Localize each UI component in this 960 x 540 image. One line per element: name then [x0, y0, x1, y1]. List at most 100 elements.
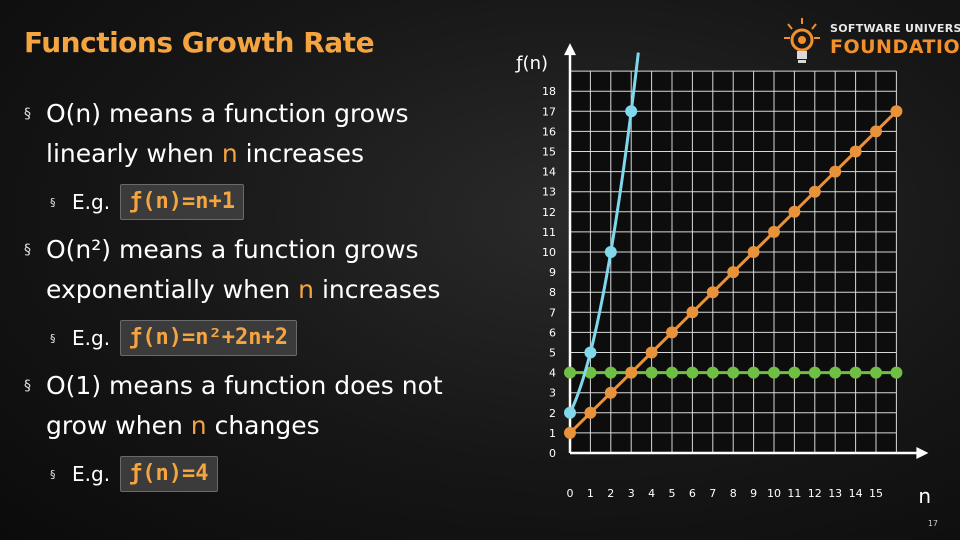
bullet-quadratic: § O(n²) means a function grows exponenti…: [24, 230, 494, 310]
bullet-marker: §: [24, 242, 31, 258]
x-tick-label: 4: [648, 487, 655, 500]
data-point: [666, 326, 678, 339]
data-point: [686, 366, 699, 379]
data-point: [666, 366, 678, 379]
example-constant: § E.g. ƒ(n)=4: [24, 446, 494, 502]
y-tick-label: 9: [549, 266, 556, 279]
y-tick-label: 14: [542, 166, 556, 179]
bullet-marker: §: [24, 106, 31, 122]
sub-bullet-marker: §: [50, 467, 56, 481]
series-line: [568, 52, 640, 414]
y-tick-label: 6: [549, 326, 556, 339]
y-tick-label: 1: [549, 427, 556, 440]
y-tick-label: 5: [549, 347, 556, 360]
data-point: [870, 125, 882, 138]
x-tick-label: 14: [849, 487, 863, 500]
bullet-text-end: increases: [237, 139, 365, 168]
x-tick-label: 5: [669, 487, 676, 500]
bullet-marker: §: [24, 378, 31, 394]
code-example: ƒ(n)=n²+2n+2: [120, 320, 297, 356]
x-tick-label: 11: [787, 487, 801, 500]
logo: SOFTWARE UNIVERSITY FOUNDATION: [780, 14, 960, 74]
data-point: [870, 366, 882, 379]
y-tick-label: 8: [549, 286, 556, 299]
y-tick-label: 13: [542, 186, 556, 199]
logo-text-top: SOFTWARE UNIVERSITY: [830, 22, 960, 35]
example-label: E.g.: [72, 326, 111, 350]
example-quadratic: § E.g. ƒ(n)=n²+2n+2: [24, 310, 494, 366]
bullet-text: O(n) means a function grows linearly whe…: [46, 99, 409, 168]
x-axis-arrow-icon: [916, 447, 929, 459]
data-point: [584, 346, 597, 359]
variable-n: n: [298, 275, 314, 304]
variable-n: n: [221, 139, 238, 168]
x-tick-label: 1: [587, 487, 594, 500]
lightbulb-gear-icon: [784, 18, 820, 63]
x-tick-label: 12: [808, 487, 822, 500]
data-point: [584, 366, 597, 379]
data-point: [625, 105, 638, 118]
x-tick-label: 3: [628, 487, 635, 500]
code-example: ƒ(n)=4: [120, 456, 218, 492]
data-point: [645, 346, 658, 359]
data-point: [727, 266, 740, 279]
data-point: [890, 366, 903, 379]
y-axis-label: ƒ(n): [514, 53, 548, 74]
y-tick-label: 3: [549, 387, 556, 400]
bullet-constant: § O(1) means a function does not grow wh…: [24, 366, 494, 446]
data-point: [706, 286, 719, 299]
x-tick-label: 8: [730, 487, 737, 500]
code-example: ƒ(n)=n+1: [120, 184, 245, 220]
x-tick-label: 6: [689, 487, 696, 500]
data-point: [727, 366, 740, 379]
data-point: [808, 185, 821, 198]
data-point: [564, 426, 576, 439]
variable-n: n: [190, 411, 207, 440]
y-tick-label: 2: [549, 407, 556, 420]
slide-number: 17: [927, 519, 938, 528]
x-tick-label: 0: [567, 487, 574, 500]
data-point: [686, 306, 699, 319]
sub-bullet-marker: §: [50, 195, 56, 209]
data-point: [584, 406, 597, 419]
y-tick-label: 11: [542, 226, 556, 239]
x-tick-label: 7: [709, 487, 716, 500]
data-point: [747, 366, 760, 379]
slide-title: Functions Growth Rate: [24, 26, 375, 59]
bullet-text: O(n²) means a function grows exponential…: [46, 235, 419, 304]
y-tick-label: 12: [542, 206, 556, 219]
y-tick-label: 18: [542, 85, 556, 98]
example-label: E.g.: [72, 462, 111, 486]
data-point: [808, 366, 821, 379]
bullet-list: § O(n) means a function grows linearly w…: [24, 94, 494, 502]
bullet-text: O(1) means a function does not grow when: [46, 371, 443, 440]
example-label: E.g.: [72, 190, 111, 214]
y-tick-label: 10: [542, 246, 556, 259]
data-point: [564, 366, 576, 379]
y-tick-label: 15: [542, 146, 556, 159]
bullet-text-end: increases: [314, 275, 441, 304]
y-tick-label: 0: [549, 447, 556, 460]
x-tick-label: 9: [750, 487, 757, 500]
data-point: [604, 366, 617, 379]
sub-bullet-marker: §: [50, 331, 56, 345]
bullet-text-end: changes: [206, 411, 320, 440]
logo-text-main: FOUNDATION: [830, 36, 960, 58]
x-axis-label: n: [918, 484, 931, 508]
bullet-linear: § O(n) means a function grows linearly w…: [24, 94, 494, 174]
data-point: [768, 366, 780, 379]
y-tick-label: 17: [542, 105, 556, 118]
y-axis-arrow-icon: [564, 43, 576, 56]
data-point: [829, 165, 842, 178]
data-point: [788, 366, 801, 379]
data-point: [747, 246, 760, 258]
y-tick-label: 4: [549, 367, 556, 380]
data-point: [849, 366, 862, 379]
x-tick-label: 10: [767, 487, 781, 500]
y-tick-label: 16: [542, 125, 556, 138]
data-point: [849, 145, 862, 158]
data-point: [890, 105, 903, 118]
data-point: [788, 205, 801, 218]
